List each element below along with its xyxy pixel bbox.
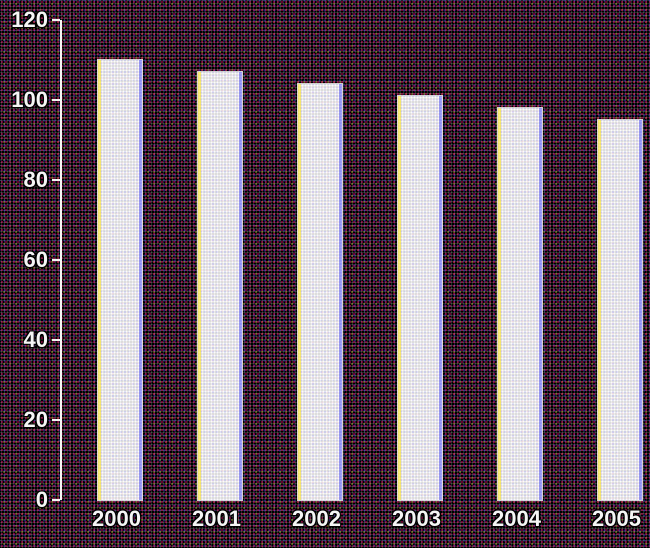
x-tick-label: 2002 xyxy=(292,506,341,532)
y-tick-label: 60 xyxy=(24,247,48,273)
y-tick-label: 100 xyxy=(11,87,48,113)
y-tick xyxy=(52,339,60,341)
bar xyxy=(98,60,142,500)
y-axis-line xyxy=(60,20,62,500)
x-tick-label: 2005 xyxy=(592,506,641,532)
y-tick-label: 20 xyxy=(24,407,48,433)
bar-chart: 0 20 40 60 80 100 120 2000 2001 2002 2003 2004 2005 xyxy=(0,0,650,548)
bar xyxy=(498,108,542,500)
y-tick xyxy=(52,179,60,181)
x-tick-label: 2003 xyxy=(392,506,441,532)
y-tick xyxy=(52,419,60,421)
y-tick xyxy=(52,259,60,261)
y-tick-label: 0 xyxy=(36,487,48,513)
bar xyxy=(398,96,442,500)
y-tick xyxy=(52,19,60,21)
bar xyxy=(198,72,242,500)
y-tick xyxy=(52,99,60,101)
y-tick xyxy=(52,499,60,501)
y-tick-label: 80 xyxy=(24,167,48,193)
y-tick-label: 120 xyxy=(11,7,48,33)
plot-area: 020406080100120200020012002200320042005 xyxy=(60,20,640,500)
x-tick-label: 2001 xyxy=(192,506,241,532)
bar xyxy=(598,120,642,500)
y-tick-label: 40 xyxy=(24,327,48,353)
x-tick-label: 2000 xyxy=(92,506,141,532)
bar xyxy=(298,84,342,500)
x-tick-label: 2004 xyxy=(492,506,541,532)
